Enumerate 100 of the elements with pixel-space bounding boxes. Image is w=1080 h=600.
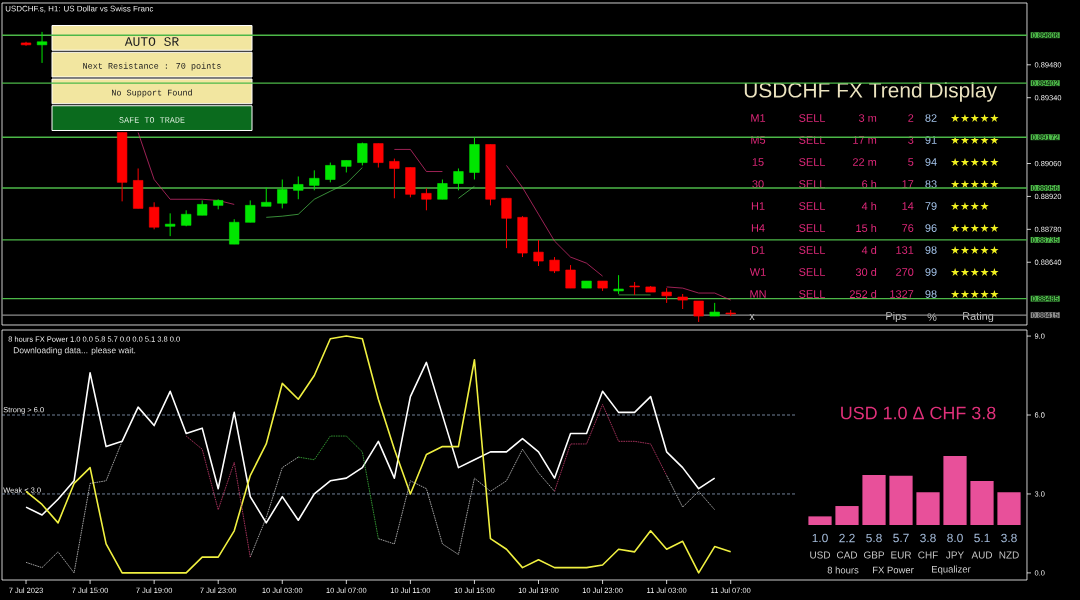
bar xyxy=(808,516,832,525)
bar xyxy=(916,492,940,525)
candlestick xyxy=(453,167,464,191)
annotation: SELL xyxy=(799,268,826,276)
candlestick xyxy=(325,162,336,183)
annotation: AUTO SR xyxy=(124,37,179,46)
annotation: Rating xyxy=(963,311,994,323)
annotation: ★★★★★ xyxy=(950,290,999,298)
data-label: 5.1 xyxy=(974,533,990,543)
candlestick xyxy=(309,169,320,191)
annotation: ★★★★★ xyxy=(950,268,999,276)
category-label: 15 xyxy=(752,158,764,166)
annotation: 270 xyxy=(896,268,914,276)
annotation: ★★★★★ xyxy=(950,180,999,188)
bar xyxy=(997,492,1021,525)
annotation: 4 h xyxy=(861,202,877,210)
annotation: ★★★★★ xyxy=(950,158,999,166)
x-tick-label: JPY xyxy=(946,551,964,559)
annotation: 79 xyxy=(925,202,937,210)
candlestick xyxy=(437,179,448,200)
annotation: 76 xyxy=(902,224,914,232)
annotation: SELL xyxy=(799,158,826,166)
annotation: 5 xyxy=(908,158,914,166)
annotation: ★★★★ xyxy=(950,202,989,210)
line-series xyxy=(297,435,379,540)
annotation: 252 d xyxy=(849,289,877,299)
data-label: 1.0 xyxy=(812,533,828,543)
annotation: SELL xyxy=(799,114,826,122)
annotation: 2 xyxy=(908,114,914,122)
candlestick xyxy=(533,239,544,267)
annotation: Next Resistance : 70 points xyxy=(83,62,221,71)
annotation: SELL xyxy=(799,290,826,298)
candlestick xyxy=(373,143,384,169)
annotation: 99 xyxy=(925,268,937,276)
annotation: Pips xyxy=(886,311,907,323)
candlestick xyxy=(421,187,432,211)
candlestick xyxy=(501,197,512,249)
annotation: 4 d xyxy=(861,245,877,255)
x-tick-label: AUD xyxy=(971,551,993,559)
x-tick-label: CHF xyxy=(918,551,938,559)
annotation: ★★★★★ xyxy=(950,136,999,144)
annotation: SELL xyxy=(799,180,826,188)
candlestick xyxy=(165,212,176,237)
annotation: SELL xyxy=(799,224,826,232)
annotation: 131 xyxy=(896,246,914,254)
annotation: Equalizer xyxy=(932,565,971,575)
bar xyxy=(835,506,859,525)
annotation: 98 xyxy=(925,246,937,254)
candlestick xyxy=(277,179,288,209)
annotation: ★★★★★ xyxy=(950,224,999,232)
annotation: SELL xyxy=(799,202,826,210)
annotation: 96 xyxy=(925,224,937,232)
bar xyxy=(889,475,913,525)
annotation: % xyxy=(927,313,937,321)
annotation: SAFE TO TRADE xyxy=(119,117,185,123)
annotation: ★★★★★ xyxy=(950,114,999,122)
annotation: 14 xyxy=(902,202,914,210)
annotation: 15 h xyxy=(856,223,877,233)
annotation: 30 d xyxy=(855,267,877,277)
annotation: 8 hours xyxy=(827,566,859,574)
annotation: 94 xyxy=(925,158,937,166)
annotation: 3 m xyxy=(858,114,877,122)
candlestick xyxy=(36,31,48,64)
text: Downloading data... please wait. xyxy=(13,347,136,355)
annotation: 1327 xyxy=(890,290,914,298)
candlestick xyxy=(149,201,160,230)
annotation: FX Power xyxy=(873,566,914,574)
chart-title: USD 1.0 Δ CHF 3.8 xyxy=(841,406,996,420)
annotation: No Support Found xyxy=(112,89,192,98)
category-label: H1 xyxy=(751,202,765,210)
annotation: 17 xyxy=(902,180,914,188)
candlestick xyxy=(565,264,576,289)
x-tick-label: USD xyxy=(810,551,831,559)
x-tick-label: GBP xyxy=(863,551,885,559)
data-label: 8.0 xyxy=(947,533,963,543)
annotation: 83 xyxy=(925,180,937,188)
data-label: 5.7 xyxy=(893,533,909,543)
x-tick-label: CAD xyxy=(836,551,858,559)
x-tick-label: NZD xyxy=(999,551,1019,559)
annotation: 6 h xyxy=(862,179,877,189)
category-label: W1 xyxy=(749,268,766,276)
data-label: 2.2 xyxy=(839,533,855,543)
annotation: 22 m xyxy=(853,158,877,166)
annotation: x xyxy=(749,314,755,320)
category-label: MN xyxy=(750,290,766,298)
candlestick xyxy=(229,218,240,245)
bar xyxy=(862,475,886,525)
category-label: M1 xyxy=(751,114,766,122)
bar xyxy=(970,481,994,525)
x-tick-label: EUR xyxy=(891,551,912,559)
candlestick xyxy=(613,274,624,295)
annotation: 98 xyxy=(925,290,937,298)
candlestick xyxy=(389,158,400,199)
candlestick xyxy=(245,199,256,223)
data-label: 5.8 xyxy=(866,533,882,543)
annotation: ★★★★★ xyxy=(950,246,999,254)
candlestick xyxy=(293,175,304,200)
text: USDCHF FX Trend Display xyxy=(744,82,997,102)
data-label: 3.8 xyxy=(920,533,936,543)
category-label: H4 xyxy=(751,224,765,232)
